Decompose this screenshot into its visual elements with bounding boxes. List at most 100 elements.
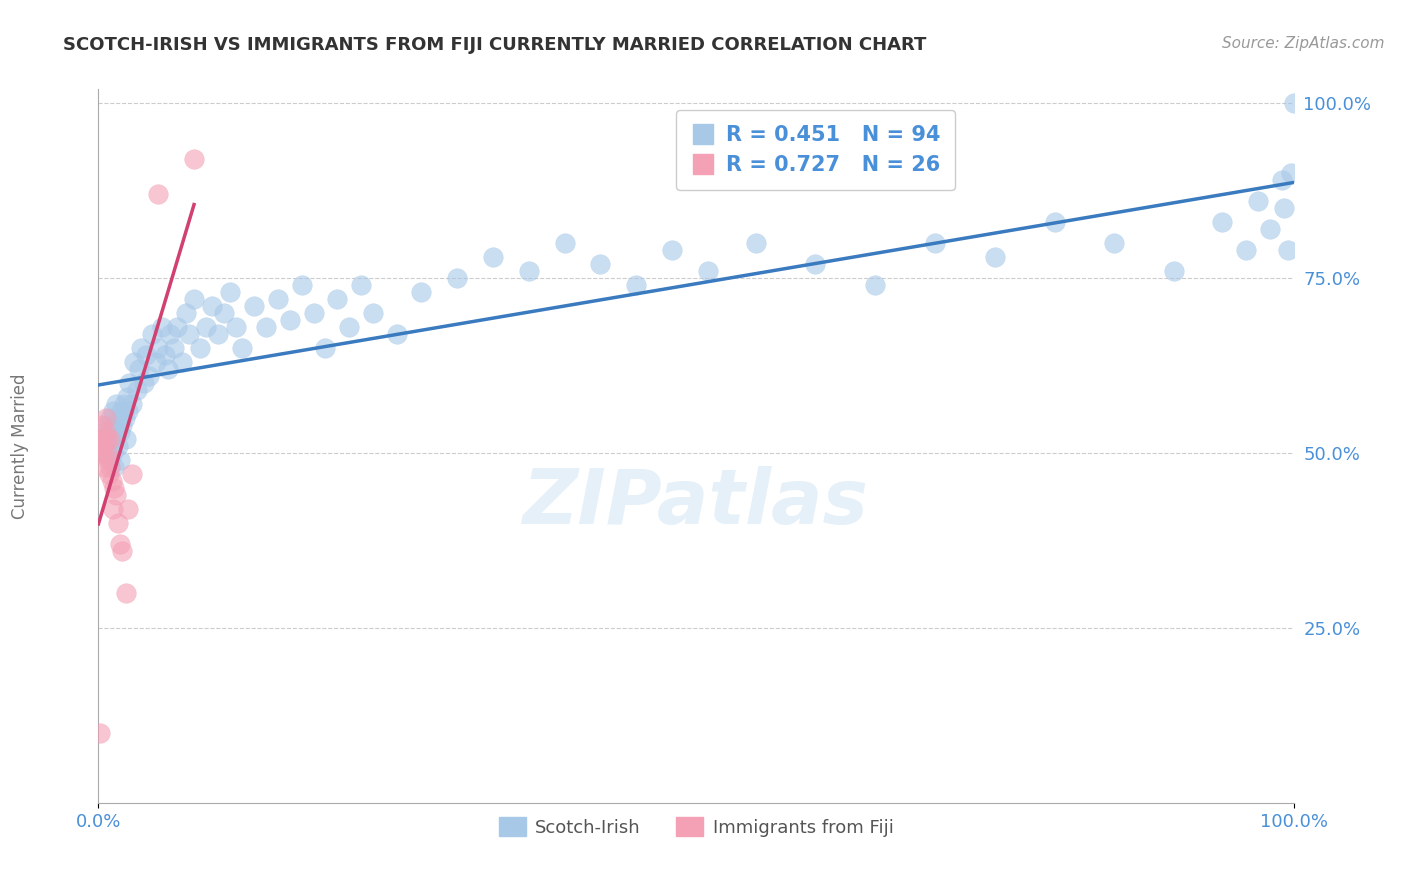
Point bbox=[411, 285, 433, 299]
Point bbox=[156, 362, 179, 376]
Point bbox=[1043, 215, 1066, 229]
Point bbox=[138, 369, 160, 384]
Point bbox=[132, 376, 155, 390]
Point bbox=[105, 425, 128, 439]
Point bbox=[121, 467, 143, 481]
Point bbox=[117, 502, 139, 516]
Point bbox=[231, 341, 253, 355]
Point bbox=[101, 404, 124, 418]
Point bbox=[148, 341, 170, 355]
Point bbox=[159, 327, 181, 342]
Point bbox=[267, 292, 290, 306]
Point bbox=[91, 417, 114, 432]
Point bbox=[254, 320, 277, 334]
Point bbox=[100, 474, 122, 488]
Point bbox=[385, 327, 409, 342]
Point bbox=[93, 460, 115, 475]
Point bbox=[91, 439, 114, 453]
Point bbox=[172, 355, 194, 369]
Point bbox=[589, 257, 612, 271]
Point bbox=[1104, 236, 1126, 251]
Point bbox=[302, 306, 325, 320]
Point bbox=[103, 417, 125, 432]
Point bbox=[105, 488, 128, 502]
Point bbox=[145, 355, 167, 369]
Point bbox=[117, 404, 139, 418]
Point bbox=[179, 327, 201, 342]
Point bbox=[626, 278, 648, 293]
Point bbox=[121, 397, 143, 411]
Point bbox=[174, 306, 197, 320]
Point bbox=[326, 292, 349, 306]
Point bbox=[97, 453, 120, 467]
Point bbox=[112, 397, 135, 411]
Point bbox=[94, 411, 117, 425]
Point bbox=[107, 439, 129, 453]
Point bbox=[363, 306, 385, 320]
Point bbox=[804, 257, 827, 271]
Point bbox=[98, 411, 122, 425]
Point bbox=[183, 292, 205, 306]
Point bbox=[108, 537, 131, 551]
Point bbox=[924, 236, 946, 251]
Point bbox=[96, 432, 118, 446]
Point bbox=[1272, 201, 1295, 215]
Point bbox=[107, 411, 129, 425]
Point bbox=[128, 362, 150, 376]
Point bbox=[93, 446, 115, 460]
Point bbox=[90, 446, 112, 460]
Point bbox=[125, 383, 148, 397]
Point bbox=[114, 411, 136, 425]
Point bbox=[517, 264, 540, 278]
Point bbox=[1234, 243, 1257, 257]
Point bbox=[183, 152, 205, 166]
Point bbox=[207, 327, 229, 342]
Point bbox=[100, 432, 122, 446]
Point bbox=[745, 236, 768, 251]
Point bbox=[110, 404, 132, 418]
Point bbox=[865, 278, 887, 293]
Legend: Scotch-Irish, Immigrants from Fiji: Scotch-Irish, Immigrants from Fiji bbox=[491, 810, 901, 844]
Point bbox=[195, 320, 218, 334]
Point bbox=[98, 467, 121, 481]
Point bbox=[97, 439, 120, 453]
Point bbox=[103, 460, 125, 475]
Point bbox=[131, 341, 153, 355]
Point bbox=[339, 320, 361, 334]
Point bbox=[1282, 96, 1305, 111]
Point bbox=[104, 432, 127, 446]
Point bbox=[101, 502, 124, 516]
Text: Source: ZipAtlas.com: Source: ZipAtlas.com bbox=[1222, 36, 1385, 51]
Point bbox=[91, 432, 114, 446]
Point bbox=[89, 432, 111, 446]
Point bbox=[105, 397, 128, 411]
Point bbox=[163, 341, 186, 355]
Text: ZIPatlas: ZIPatlas bbox=[523, 467, 869, 540]
Point bbox=[1247, 194, 1270, 208]
Point bbox=[124, 355, 146, 369]
Text: SCOTCH-IRISH VS IMMIGRANTS FROM FIJI CURRENTLY MARRIED CORRELATION CHART: SCOTCH-IRISH VS IMMIGRANTS FROM FIJI CUR… bbox=[63, 36, 927, 54]
Point bbox=[1163, 264, 1185, 278]
Point bbox=[89, 726, 111, 740]
Point bbox=[98, 425, 121, 439]
Point bbox=[481, 250, 505, 264]
Point bbox=[1279, 166, 1302, 180]
Point bbox=[697, 264, 720, 278]
Point bbox=[166, 320, 188, 334]
Point bbox=[984, 250, 1007, 264]
Point bbox=[96, 446, 118, 460]
Point bbox=[107, 516, 129, 530]
Point bbox=[291, 278, 314, 293]
Point bbox=[661, 243, 683, 257]
Point bbox=[201, 299, 224, 313]
Point bbox=[148, 187, 170, 202]
Point bbox=[108, 425, 131, 439]
Point bbox=[188, 341, 211, 355]
Point bbox=[135, 348, 157, 362]
Y-axis label: Currently Married: Currently Married bbox=[11, 373, 30, 519]
Point bbox=[141, 327, 163, 342]
Point bbox=[1211, 215, 1233, 229]
Point bbox=[115, 432, 138, 446]
Point bbox=[98, 460, 122, 475]
Point bbox=[243, 299, 266, 313]
